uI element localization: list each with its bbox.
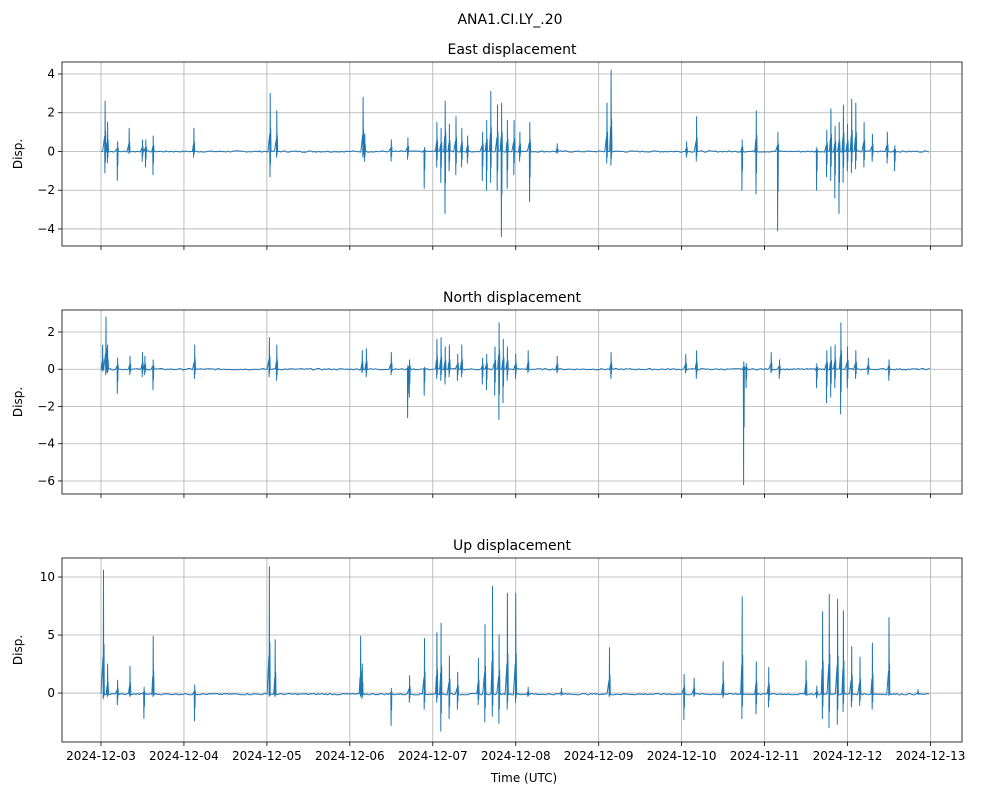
x-tick-label: 2024-12-09 [564, 749, 634, 763]
subplot-title: East displacement [447, 42, 577, 58]
x-tick-label: 2024-12-08 [481, 749, 551, 763]
y-axis-label: Disp. [11, 139, 25, 169]
axes-frame [61, 557, 963, 743]
x-tick-label: 2024-12-06 [315, 749, 385, 763]
y-tick-label: 4 [47, 67, 55, 81]
y-tick-label: 2 [47, 325, 55, 339]
subplot-1: East displacement Disp. −4 −2 0 2 4 [11, 42, 963, 250]
x-tick-label: 2024-12-12 [813, 749, 883, 763]
y-tick-label: −2 [37, 399, 55, 413]
y-tick-label: 5 [47, 628, 55, 642]
y-tick-label: −6 [37, 474, 55, 488]
x-tick-label: 2024-12-10 [647, 749, 717, 763]
subplot-title: North displacement [443, 290, 581, 306]
axes-frame [61, 61, 963, 247]
y-tick-label: 10 [40, 570, 55, 584]
x-tick-label: 2024-12-04 [149, 749, 219, 763]
x-tick-label: 2024-12-03 [66, 749, 136, 763]
x-tick-label: 2024-12-11 [730, 749, 800, 763]
subplot-title: Up displacement [453, 538, 571, 554]
figure-title: ANA1.CI.LY_.20 [457, 12, 562, 28]
series-line [100, 566, 930, 732]
series-line [100, 316, 930, 486]
y-axis-label: Disp. [11, 387, 25, 417]
y-tick-label: 0 [47, 144, 55, 158]
y-tick-label: −4 [37, 222, 55, 236]
y-tick-label: 0 [47, 362, 55, 376]
x-tick-label: 2024-12-13 [896, 749, 966, 763]
y-tick-label: 0 [47, 686, 55, 700]
axes-frame [61, 309, 963, 495]
x-tick-label: 2024-12-05 [232, 749, 302, 763]
x-tick-label: 2024-12-07 [398, 749, 468, 763]
subplot-2: North displacement Disp. −6 −4 −2 0 2 [11, 290, 963, 498]
subplot-3: Up displacement Disp. 2024-12-03 2024-12-04… [11, 538, 965, 763]
y-axis-label: Disp. [11, 635, 25, 665]
x-axis-label: Time (UTC) [490, 771, 557, 785]
series-line [100, 69, 930, 238]
y-tick-label: −4 [37, 437, 55, 451]
y-tick-label: 2 [47, 106, 55, 120]
y-tick-label: −2 [37, 183, 55, 197]
